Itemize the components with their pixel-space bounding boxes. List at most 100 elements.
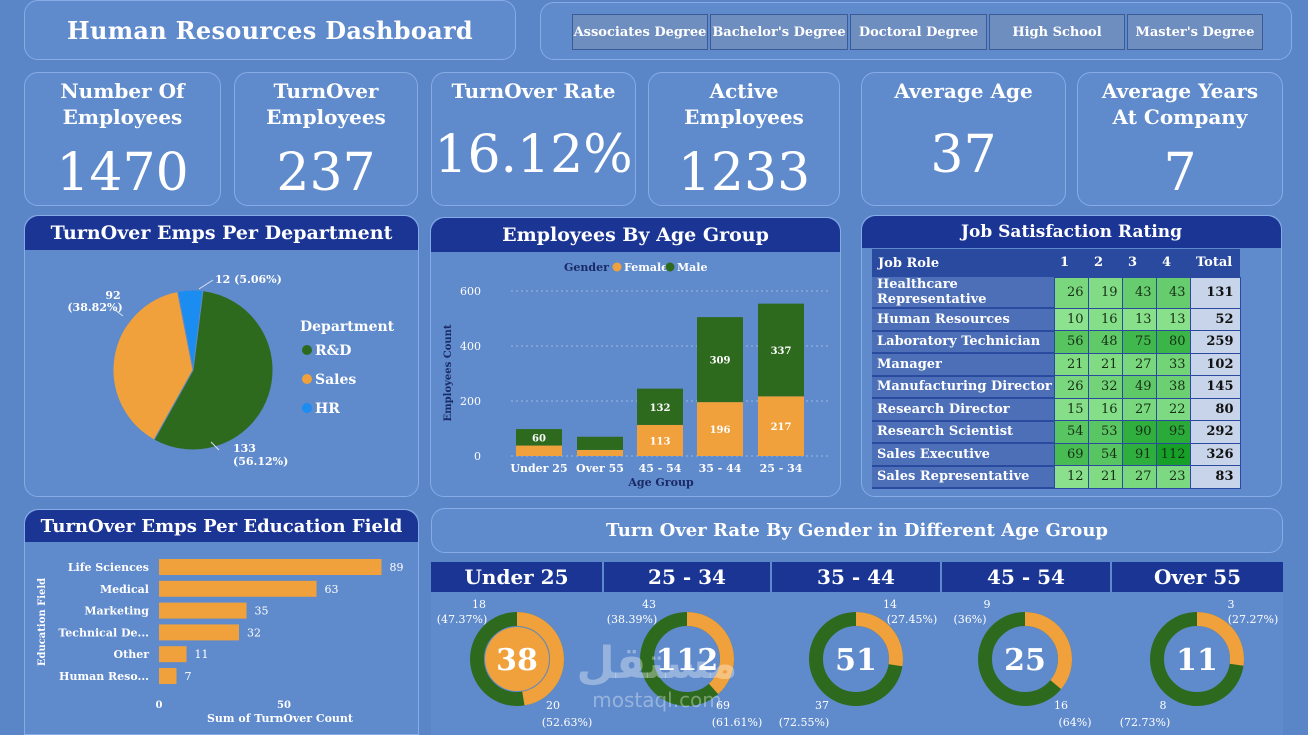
kpi-value: 16.12% (434, 125, 633, 185)
bar-female[interactable] (758, 396, 804, 456)
x-tick-label: 0 (156, 700, 163, 711)
job-satisfaction-title: Job Satisfaction Rating (862, 216, 1281, 248)
rating-cell: 27 (1121, 352, 1157, 376)
legend-item-sales[interactable]: Sales (315, 372, 356, 388)
bar-female[interactable] (577, 449, 623, 456)
job-role-cell: Healthcare Representative (872, 277, 1054, 309)
y-tick-label: 200 (460, 395, 481, 408)
education-bar[interactable] (159, 559, 382, 575)
donut-female-arc (978, 612, 1072, 706)
kpi-value: 1470 (56, 143, 189, 203)
education-field-panel: TurnOver Emps Per Education Field 89 Life… (24, 509, 419, 735)
rating-cell: 32 (1087, 375, 1123, 399)
bar-female[interactable] (516, 445, 562, 456)
rating-cell: 112 (1155, 442, 1191, 466)
rating-cell: 23 (1155, 465, 1191, 489)
bar-male[interactable] (637, 388, 683, 425)
x-axis-title: Sum of TurnOver Count (207, 712, 354, 725)
leader-line (114, 309, 124, 317)
watermark-url: mostaql.com (592, 688, 722, 712)
bar-male[interactable] (577, 436, 623, 450)
column-header: 1 (1054, 249, 1088, 277)
slicer-high-school[interactable]: High School (989, 14, 1125, 50)
kpi-value: 1233 (677, 143, 811, 203)
rating-cell: 21 (1087, 352, 1123, 376)
donut-total: 38 (496, 643, 538, 678)
data-label: 35 (255, 605, 269, 618)
rating-cell: 16 (1087, 397, 1123, 421)
y-tick-label: 0 (474, 450, 481, 463)
table-row: Sales Executive 69 54 91 112 326 (872, 442, 1241, 467)
bar-female[interactable] (637, 424, 683, 456)
rating-cell: 12 (1053, 465, 1089, 489)
donut-male-pct: (72.55%) (779, 716, 830, 729)
donut-male-value: 69 (716, 699, 730, 712)
kpi-turnover-rate: TurnOver Rate 16.12% (431, 72, 636, 206)
bar-male[interactable] (758, 303, 804, 397)
kpi-label: Number Of Employees (60, 79, 185, 129)
column-header: Total (1190, 249, 1240, 277)
education-bar[interactable] (159, 602, 247, 619)
education-bar[interactable] (159, 668, 177, 684)
total-cell: 52 (1189, 307, 1241, 331)
x-tick-label: Under 25 (510, 462, 567, 475)
age-chart-title: Employees By Age Group (431, 218, 840, 252)
rating-cell: 13 (1121, 307, 1157, 331)
bar-male[interactable] (516, 429, 562, 446)
education-bar[interactable] (159, 646, 187, 663)
total-cell: 292 (1189, 420, 1241, 444)
job-satisfaction-panel: Job Satisfaction Rating Job Role 1 2 3 4… (861, 215, 1282, 497)
table-row: Research Director 15 16 27 22 80 (872, 397, 1241, 422)
x-tick-label: Over 55 (576, 462, 624, 475)
job-role-cell: Research Scientist (872, 420, 1054, 444)
rating-cell: 54 (1053, 420, 1089, 444)
education-slicer-panel: Associates Degree Bachelor's Degree Doct… (540, 2, 1292, 60)
donut-25-34[interactable]: 112 (640, 612, 734, 706)
bar-male[interactable] (697, 317, 743, 403)
rating-cell: 27 (1121, 465, 1157, 489)
legend-item-hr[interactable]: HR (315, 401, 340, 417)
donut-total: 25 (1004, 643, 1046, 678)
total-cell: 80 (1189, 397, 1241, 421)
pie-slice-sales[interactable] (112, 290, 194, 441)
rating-cell: 49 (1121, 375, 1157, 399)
legend-item-rd[interactable]: R&D (315, 343, 351, 359)
data-label-female: 113 (650, 436, 671, 447)
kpi-label: Average Age (894, 79, 1033, 103)
data-label-male: 132 (650, 403, 671, 414)
rating-cell: 16 (1087, 307, 1123, 331)
data-label: 7 (185, 670, 192, 683)
donut-under25[interactable]: 38 (470, 612, 564, 706)
rating-cell: 10 (1053, 307, 1089, 331)
page-title: Human Resources Dashboard (66, 15, 474, 45)
data-label: 63 (325, 583, 339, 596)
bar-female[interactable] (697, 402, 743, 456)
job-role-cell: Sales Executive (872, 443, 1054, 467)
education-bar[interactable] (159, 580, 317, 597)
department-pie-chart: 12 (5.06%) 92(38.82%) 133(56.12%) Departmen… (67, 273, 394, 468)
legend-item-female[interactable]: Female (624, 261, 668, 274)
slicer-bachelors-degree[interactable]: Bachelor's Degree (710, 14, 848, 50)
y-tick-label: Medical (100, 583, 149, 596)
job-role-cell: Manager (872, 353, 1054, 377)
rating-cell: 75 (1121, 330, 1157, 354)
pie-slice-rd[interactable] (153, 290, 274, 451)
legend-dot-male (665, 262, 675, 272)
donut-female-arc (1150, 612, 1244, 706)
slicer-doctoral-degree[interactable]: Doctoral Degree (850, 14, 987, 50)
donut-over55[interactable]: 11 (1150, 612, 1244, 706)
legend-item-male[interactable]: Male (677, 261, 707, 274)
donut-35-44[interactable]: 51 (809, 612, 903, 706)
donut-45-54[interactable]: 25 (978, 612, 1072, 706)
total-cell: 131 (1189, 276, 1241, 309)
donut-male-pct: (52.63%) (542, 716, 593, 729)
column-header: 2 (1088, 249, 1122, 277)
slicer-masters-degree[interactable]: Master's Degree (1127, 14, 1263, 50)
education-field-bar-chart: 89 Life Sciences 63 Medical 35 Marketing 32 Tec… (37, 559, 404, 725)
education-bar[interactable] (159, 624, 239, 641)
rating-cell: 19 (1087, 276, 1123, 309)
kpi-value: 7 (1163, 143, 1197, 203)
watermark: مستقل mostaql.com (572, 640, 742, 713)
donut-male-value: 8 (1160, 699, 1167, 712)
slicer-associates-degree[interactable]: Associates Degree (572, 14, 708, 50)
